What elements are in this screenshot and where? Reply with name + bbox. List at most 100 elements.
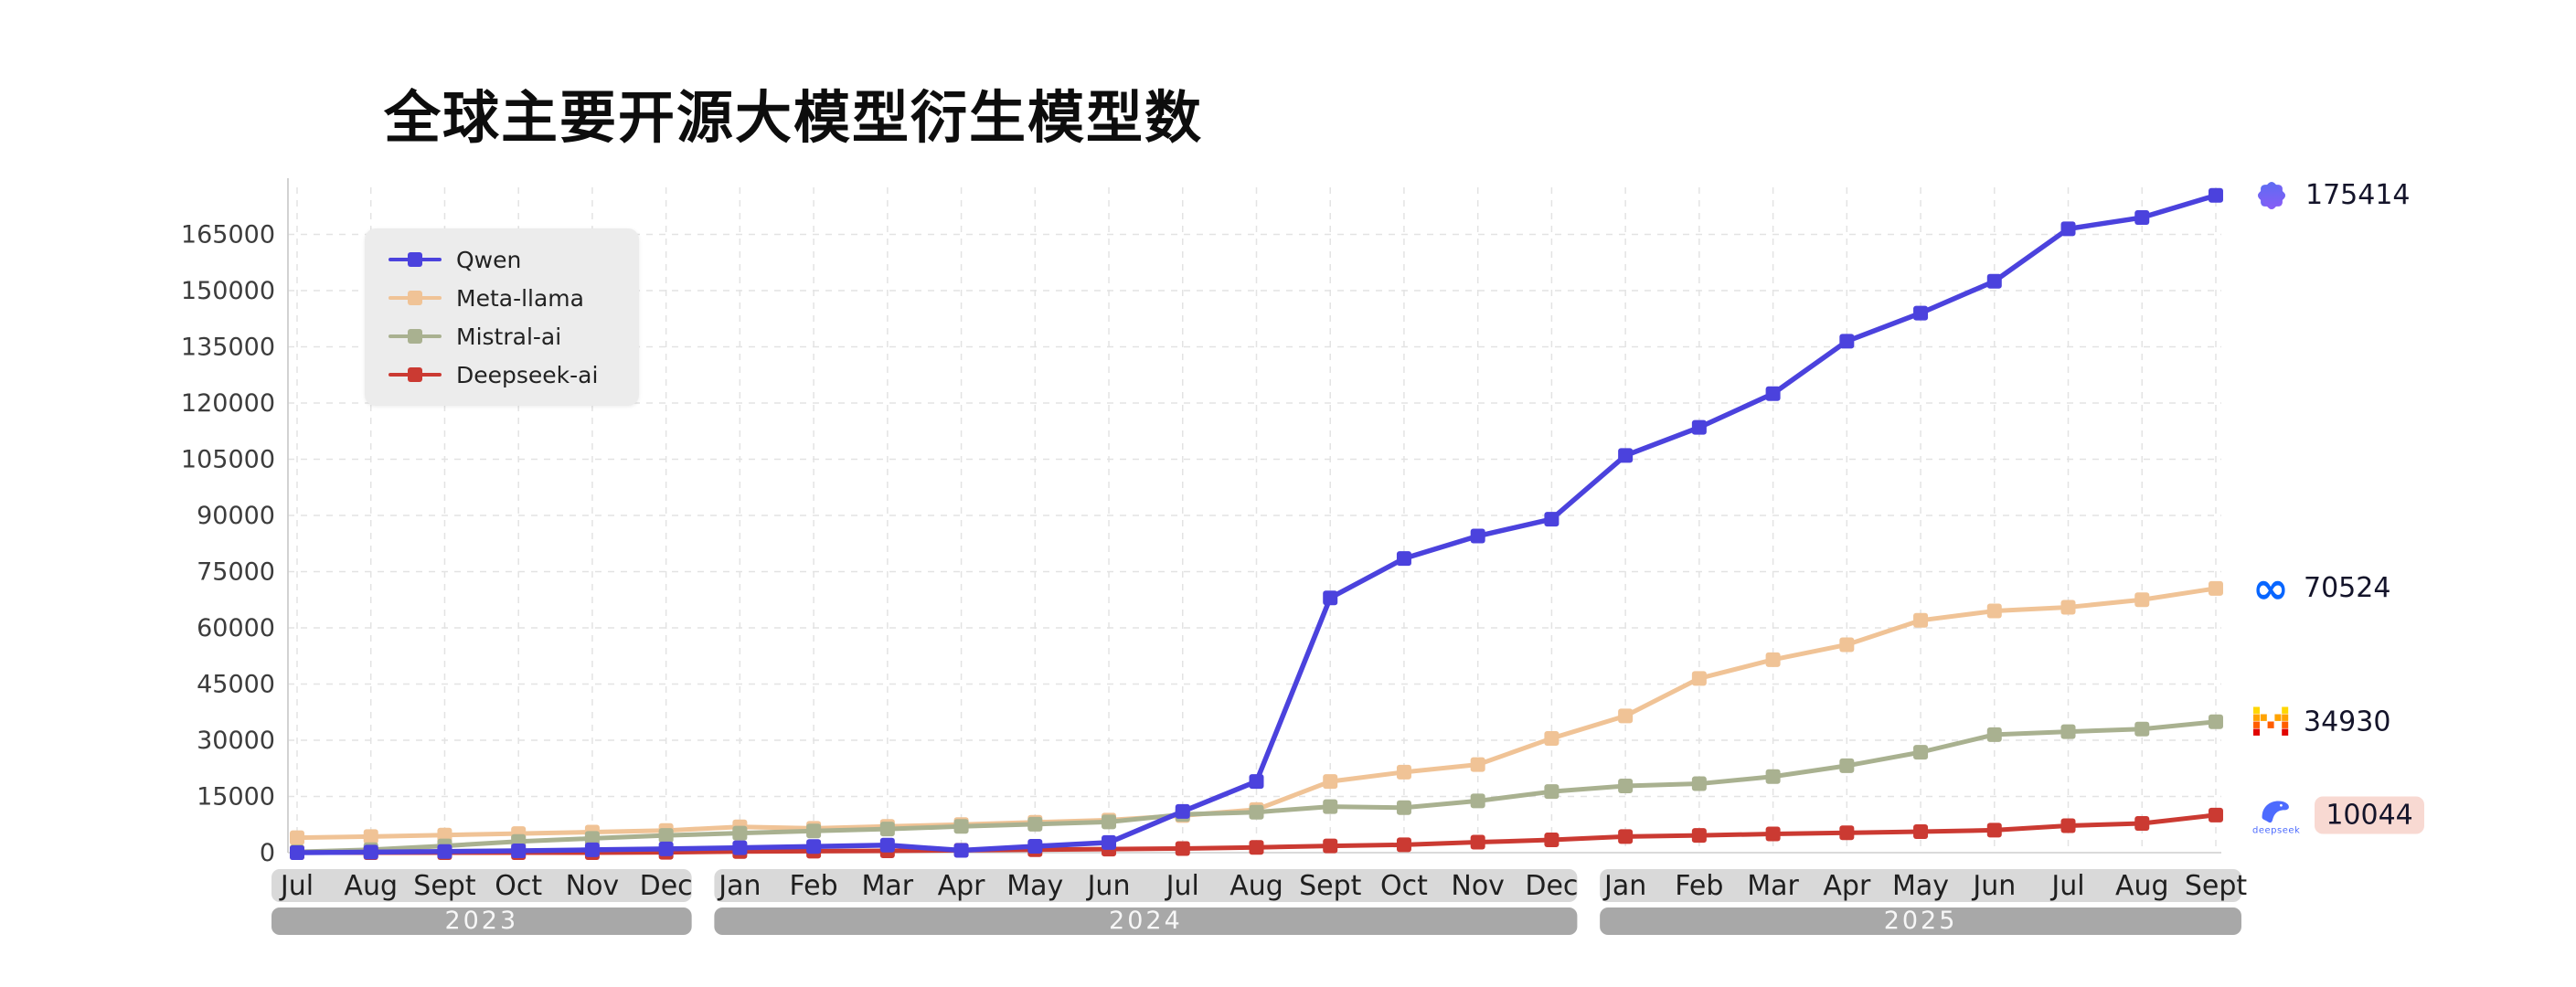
data-point-qwen — [511, 843, 527, 858]
data-point-qwen — [584, 842, 600, 857]
legend-marker-icon — [389, 251, 442, 268]
data-point-deepseek-ai — [1839, 825, 1855, 841]
end-label-mistral-ai: 34930 — [2252, 706, 2390, 738]
data-point-mistral-ai — [2060, 724, 2076, 739]
data-point-deepseek-ai — [1323, 838, 1338, 854]
data-point-qwen — [953, 843, 969, 858]
data-point-mistral-ai — [1913, 745, 1929, 760]
data-point-mistral-ai — [1027, 816, 1043, 832]
data-point-meta-llama — [2208, 580, 2223, 596]
mistral-icon — [2253, 706, 2289, 737]
data-point-qwen — [1544, 512, 1559, 527]
data-point-deepseek-ai — [1470, 834, 1485, 850]
y-axis-tick-label: 120000 — [181, 389, 275, 418]
year-label: 2024 — [1109, 907, 1183, 935]
end-label-value-meta-llama: 70524 — [2303, 572, 2391, 605]
year-band — [271, 907, 692, 935]
x-axis-tick-label: Jul — [1165, 870, 1199, 902]
data-point-mistral-ai — [1396, 800, 1411, 815]
data-point-qwen — [732, 840, 748, 855]
x-axis-tick-label: Jan — [717, 870, 761, 902]
x-axis-tick-label: Mar — [862, 870, 914, 902]
data-point-qwen — [1691, 419, 1707, 435]
y-axis-tick-label: 90000 — [197, 502, 275, 530]
y-axis-tick-label: 135000 — [181, 334, 275, 362]
data-point-meta-llama — [1396, 764, 1411, 780]
x-axis-tick-label: Mar — [1747, 870, 1799, 902]
x-axis-tick-label: Dec — [1525, 870, 1578, 902]
x-axis-tick-label: Feb — [1675, 870, 1723, 902]
data-point-mistral-ai — [1618, 779, 1634, 794]
y-axis-tick-label: 45000 — [197, 671, 275, 699]
data-point-qwen — [1986, 273, 2002, 289]
data-point-qwen — [1396, 551, 1411, 567]
end-label-value-qwen: 175414 — [2305, 179, 2411, 212]
x-axis-tick-label: Jul — [279, 870, 314, 902]
year-label: 2023 — [444, 907, 518, 935]
data-point-mistral-ai — [1691, 776, 1707, 791]
data-point-meta-llama — [1839, 637, 1855, 653]
data-point-qwen — [2060, 221, 2076, 237]
end-label-meta-llama: ∞ 70524 — [2252, 562, 2391, 614]
data-point-deepseek-ai — [1249, 840, 1264, 855]
data-point-qwen — [1027, 839, 1043, 854]
x-axis-tick-label: Jul — [2049, 870, 2084, 902]
data-point-qwen — [1913, 305, 1929, 321]
month-band — [271, 869, 692, 902]
year-band — [1600, 907, 2241, 935]
year-band — [714, 907, 1578, 935]
end-label-value-mistral-ai: 34930 — [2304, 706, 2391, 738]
y-axis-tick-label: 105000 — [181, 446, 275, 474]
chart-title: 全球主要开源大模型衍生模型数 — [384, 84, 1204, 151]
deepseek-icon — [2262, 801, 2290, 822]
data-point-meta-llama — [1986, 603, 2002, 619]
data-point-qwen — [2208, 187, 2223, 203]
data-point-mistral-ai — [1544, 784, 1559, 800]
legend-label: Deepseek-ai — [456, 361, 599, 388]
data-point-qwen — [437, 844, 452, 859]
legend-marker-icon — [389, 366, 442, 383]
year-label: 2025 — [1884, 907, 1958, 935]
end-label-qwen: 175414 — [2252, 176, 2411, 215]
data-point-qwen — [1175, 803, 1190, 819]
data-point-deepseek-ai — [1618, 829, 1634, 844]
meta-icon: ∞ — [2252, 562, 2289, 614]
x-axis-tick-label: Feb — [790, 870, 838, 902]
y-axis-tick-label: 15000 — [197, 783, 275, 812]
data-point-qwen — [1470, 528, 1485, 544]
data-point-deepseek-ai — [1175, 841, 1190, 856]
data-point-qwen — [363, 844, 378, 860]
x-axis-tick-label: Jan — [1602, 870, 1646, 902]
x-axis-tick-label: Aug — [344, 870, 398, 902]
month-band — [714, 869, 1578, 902]
month-band — [1600, 869, 2241, 902]
data-point-meta-llama — [2134, 592, 2150, 608]
x-axis-tick-label: Sept — [2185, 870, 2248, 902]
x-axis-tick-label: Oct — [1380, 870, 1428, 902]
data-point-qwen — [1102, 834, 1117, 850]
x-axis-tick-label: Nov — [1451, 870, 1505, 902]
data-point-meta-llama — [1323, 774, 1338, 790]
y-axis-tick-label: 0 — [260, 839, 275, 867]
legend-item-mistral-ai: Mistral-ai — [389, 324, 615, 350]
legend-item-meta-llama: Meta-llama — [389, 285, 615, 312]
legend-marker-icon — [389, 290, 442, 306]
data-point-meta-llama — [1765, 652, 1781, 667]
data-point-deepseek-ai — [1396, 837, 1411, 853]
data-point-deepseek-ai — [2208, 807, 2223, 822]
chart-legend: Qwen Meta-llama Mistral-ai Deepseek-ai — [365, 228, 639, 406]
data-point-qwen — [1765, 386, 1781, 401]
end-label-value-deepseek-ai: 10044 — [2315, 796, 2424, 834]
data-point-deepseek-ai — [1765, 826, 1781, 842]
data-point-mistral-ai — [1102, 814, 1117, 830]
data-point-deepseek-ai — [1544, 833, 1559, 848]
data-point-mistral-ai — [1765, 769, 1781, 784]
legend-item-deepseek-ai: Deepseek-ai — [389, 361, 615, 388]
data-point-qwen — [2134, 210, 2150, 226]
data-point-mistral-ai — [732, 825, 748, 841]
data-point-qwen — [290, 845, 304, 860]
data-point-qwen — [658, 841, 674, 856]
data-point-mistral-ai — [953, 819, 969, 834]
data-point-mistral-ai — [2208, 714, 2223, 729]
